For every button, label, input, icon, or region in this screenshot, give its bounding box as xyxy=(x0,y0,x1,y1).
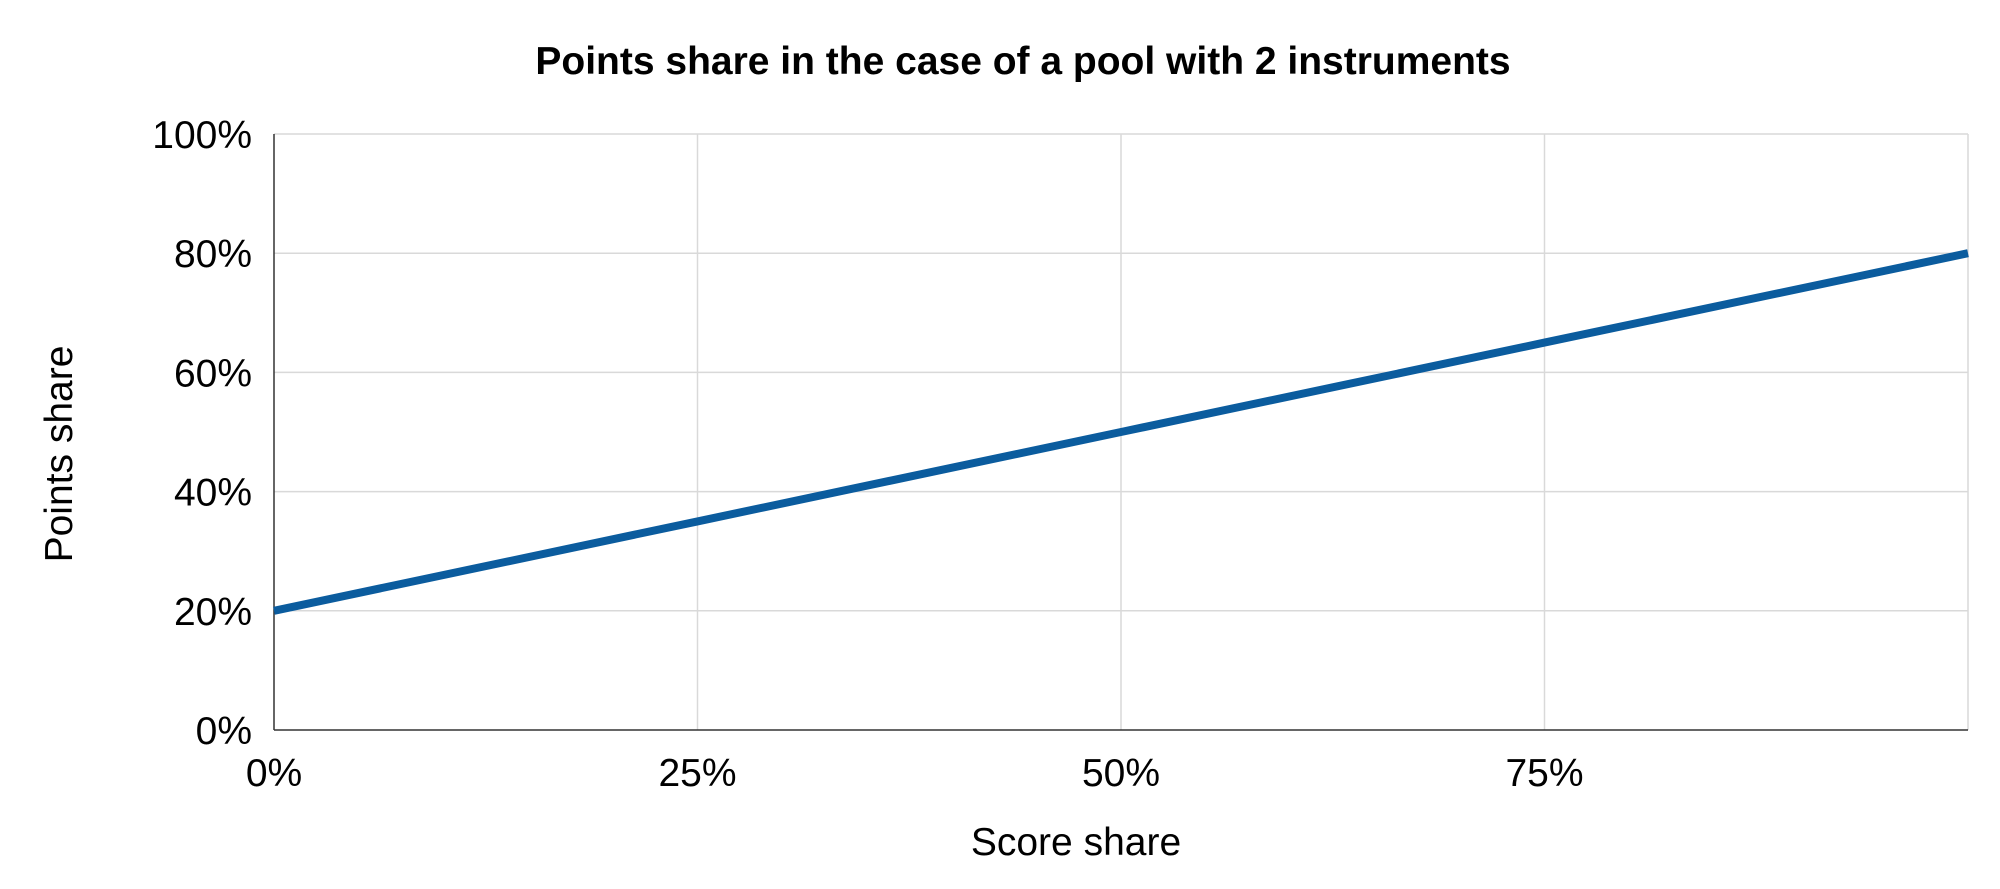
x-tick-label: 0% xyxy=(246,752,302,795)
y-axis-title: Points share xyxy=(38,346,81,563)
x-tick-label: 75% xyxy=(1505,752,1583,795)
x-tick-label: 50% xyxy=(1082,752,1160,795)
y-tick-label: 80% xyxy=(174,233,252,276)
series-layer xyxy=(273,249,1969,615)
y-tick-label: 20% xyxy=(174,591,252,634)
tick-labels: 0% 20% 40% 60% 80% 100% 0% 25% 50% 75% xyxy=(152,114,1583,795)
chart-title: Points share in the case of a pool with … xyxy=(535,40,1510,83)
x-axis-title: Score share xyxy=(971,821,1181,864)
grid xyxy=(274,133,1969,730)
series-line xyxy=(273,249,1969,615)
y-tick-label: 40% xyxy=(174,472,252,515)
y-tick-label: 60% xyxy=(174,352,252,395)
y-tick-label: 100% xyxy=(152,114,252,157)
y-tick-label: 0% xyxy=(196,710,252,753)
axes xyxy=(273,134,1968,731)
x-tick-label: 25% xyxy=(658,752,736,795)
